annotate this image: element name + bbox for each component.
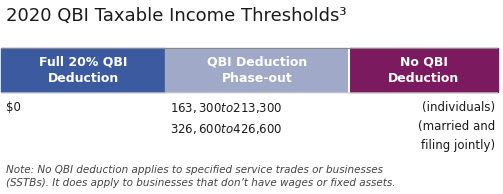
Text: 2020 QBI Taxable Income Thresholds³: 2020 QBI Taxable Income Thresholds³ [7,7,347,25]
Text: QBI Deduction
Phase-out: QBI Deduction Phase-out [207,56,307,85]
Bar [2,48,165,92]
Text: Note: No QBI deduction applies to specified service trades or businesses
(SSTBs): Note: No QBI deduction applies to specif… [7,165,396,188]
Text: $163,300 to $213,300
$326,600 to $426,600: $163,300 to $213,300 $326,600 to $426,60… [170,101,283,136]
Text: (individuals)
(married and
filing jointly): (individuals) (married and filing jointl… [418,101,495,152]
Bar [349,48,498,92]
Bar [165,48,349,92]
Text: No QBI
Deduction: No QBI Deduction [388,56,459,85]
Text: Full 20% QBI
Deduction: Full 20% QBI Deduction [39,56,128,85]
Text: $0: $0 [7,101,21,114]
